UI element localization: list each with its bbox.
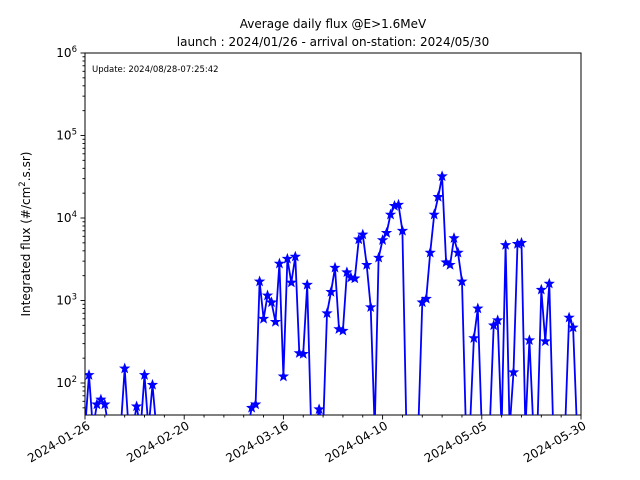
flux-point-star-marker [376, 234, 389, 245]
x-tick-label: 2024-05-05 [422, 418, 489, 465]
flux-point-star-marker [329, 261, 341, 273]
flux-line-series [85, 175, 578, 415]
flux-point-star-marker [448, 232, 460, 243]
flux-point-star-marker [424, 246, 436, 258]
update-timestamp-note: Update: 2024/08/28-07:25:42 [92, 65, 219, 75]
svg-text:Integrated flux (#/cm2.s.sr): Integrated flux (#/cm2.s.sr) [18, 152, 33, 317]
flux-point-star-marker [337, 324, 349, 336]
x-tick-label: 2024-02-20 [124, 418, 191, 465]
axis-ticks [80, 52, 582, 420]
x-tick-label: 2024-01-26 [25, 418, 92, 465]
flux-point-star-marker [325, 285, 337, 297]
flux-point-star-marker [428, 208, 440, 220]
flux-point-star-marker [384, 208, 397, 220]
flux-point-star-marker [301, 278, 313, 290]
flux-point-star-marker [349, 272, 361, 284]
flux-point-star-marker [567, 321, 579, 333]
flux-point-star-marker [250, 398, 262, 410]
flux-data-markers [85, 170, 579, 415]
flux-point-star-marker [432, 190, 444, 202]
flux-point-star-marker [265, 296, 278, 308]
flux-point-star-marker [396, 224, 409, 236]
flux-point-star-marker [130, 400, 143, 412]
y-axis-tick-labels: 102 103 104 105 106 [56, 45, 77, 390]
y-tick-label: 104 [56, 210, 77, 225]
flux-point-star-marker [99, 398, 111, 410]
flux-point-star-marker [269, 315, 282, 327]
flux-point-star-marker [507, 366, 520, 378]
flux-point-star-marker [436, 170, 448, 182]
flux-point-star-marker [380, 226, 393, 238]
y-axis-label: Integrated flux (#/cm2.s.sr) [18, 152, 33, 317]
flux-point-star-marker [499, 239, 512, 250]
flux-point-star-marker [357, 228, 369, 240]
flux-point-star-marker [364, 301, 377, 313]
y-tick-label: 106 [56, 45, 77, 60]
flux-point-star-marker [146, 378, 159, 390]
flux-point-star-marker [285, 276, 297, 288]
flux-point-star-marker [261, 289, 274, 301]
y-tick-label: 103 [56, 293, 77, 308]
flux-point-star-marker [523, 334, 536, 346]
flux-point-star-marker [420, 292, 432, 304]
flux-point-star-marker [341, 266, 353, 278]
flux-point-star-marker [452, 246, 464, 258]
flux-point-star-marker [257, 312, 270, 324]
flux-point-star-marker [361, 258, 373, 270]
flux-point-star-marker [539, 335, 552, 347]
x-tick-label: 2024-03-16 [223, 418, 290, 465]
x-tick-label: 2024-05-30 [521, 418, 588, 465]
flux-point-star-marker [85, 369, 95, 380]
flux-point-star-marker [472, 302, 484, 314]
flux-point-star-marker [95, 393, 107, 405]
chart-title: Average daily flux @E>1.6MeV [240, 17, 427, 31]
flux-point-star-marker [444, 258, 456, 270]
flux-point-star-marker [468, 332, 480, 343]
flux-point-star-marker [277, 370, 290, 382]
x-tick-label: 2024-04-10 [323, 418, 390, 465]
flux-point-star-marker [118, 362, 131, 374]
flux-point-star-marker [456, 275, 468, 287]
flux-point-star-marker [281, 252, 293, 264]
plot-area [84, 52, 582, 416]
flux-point-star-marker [488, 319, 500, 331]
chart-subtitle: launch : 2024/01/26 - arrival on-station… [177, 35, 489, 49]
flux-point-star-marker [297, 347, 309, 359]
flux-point-star-marker [321, 307, 333, 319]
flux-point-star-marker [273, 257, 286, 269]
y-tick-label: 102 [56, 375, 77, 390]
flux-point-star-marker [563, 311, 575, 323]
flux-point-star-marker [138, 369, 151, 380]
flux-point-star-marker [313, 403, 325, 415]
flux-point-star-marker [289, 250, 301, 262]
flux-point-star-marker [353, 233, 365, 245]
flux-point-star-marker [392, 198, 405, 210]
flux-point-star-marker [515, 236, 528, 248]
flux-point-star-marker [491, 314, 504, 326]
flux-point-star-marker [373, 251, 385, 263]
y-tick-label: 105 [56, 128, 77, 143]
flux-point-star-marker [543, 277, 555, 289]
flux-point-star-marker [253, 275, 266, 287]
flux-point-star-marker [535, 283, 547, 295]
x-axis-tick-labels: 2024-01-26 2024-02-20 2024-03-16 2024-04-10… [25, 418, 588, 465]
